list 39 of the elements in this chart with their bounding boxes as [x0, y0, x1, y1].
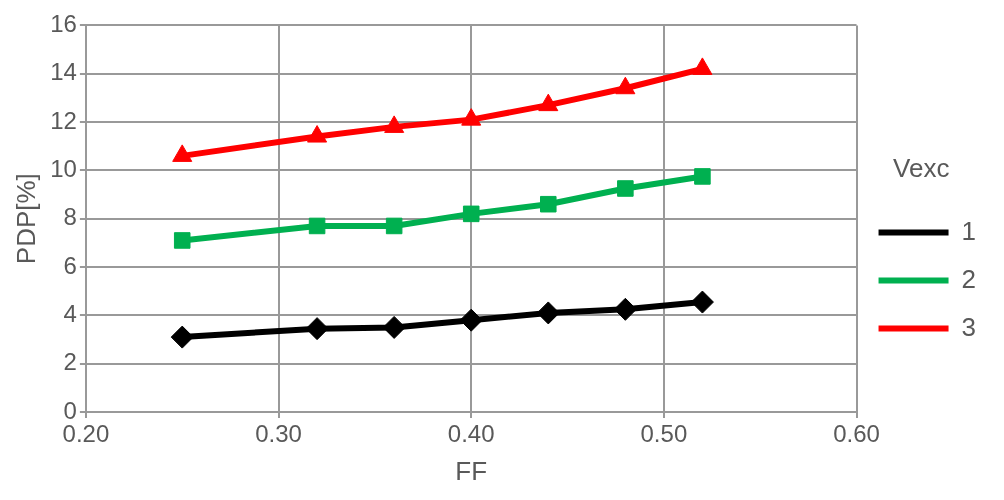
- point: [170, 325, 194, 349]
- point: [382, 315, 406, 339]
- point: [690, 290, 714, 314]
- legend-label: 3: [961, 311, 977, 342]
- y-tick-label: 6: [63, 251, 77, 279]
- y-tick-label: 12: [50, 106, 77, 134]
- point: [692, 57, 713, 75]
- point: [462, 205, 480, 223]
- point: [461, 108, 482, 126]
- x-tick-label: 0.30: [255, 420, 302, 448]
- legend-label: 2: [961, 263, 977, 294]
- y-tick-label: 10: [50, 155, 77, 182]
- point: [305, 317, 329, 341]
- point: [172, 144, 193, 162]
- point: [694, 168, 711, 185]
- point: [617, 180, 634, 197]
- legend-label: 1: [961, 215, 977, 246]
- point: [308, 217, 326, 235]
- x-tick-label: 0.50: [640, 420, 688, 448]
- y-tick-label: 14: [50, 58, 77, 86]
- point: [538, 93, 559, 112]
- point: [536, 301, 560, 325]
- point: [385, 217, 403, 235]
- point: [613, 297, 637, 321]
- y-tick-label: 4: [63, 299, 77, 327]
- point: [615, 76, 636, 95]
- y-tick-label: 8: [63, 203, 77, 231]
- point: [173, 232, 191, 249]
- point: [459, 308, 483, 332]
- y-tick-label: 16: [50, 10, 77, 38]
- point: [307, 125, 328, 143]
- x-tick-label: 0.40: [447, 420, 495, 448]
- y-tick-label: 2: [63, 348, 77, 376]
- point: [540, 195, 557, 213]
- y-axis-title: PDP[%]: [10, 173, 41, 265]
- legend-title: Vexc: [893, 152, 950, 183]
- point: [384, 115, 405, 133]
- x-axis-title: FF: [455, 455, 488, 486]
- x-tick-label: 0.60: [833, 420, 880, 448]
